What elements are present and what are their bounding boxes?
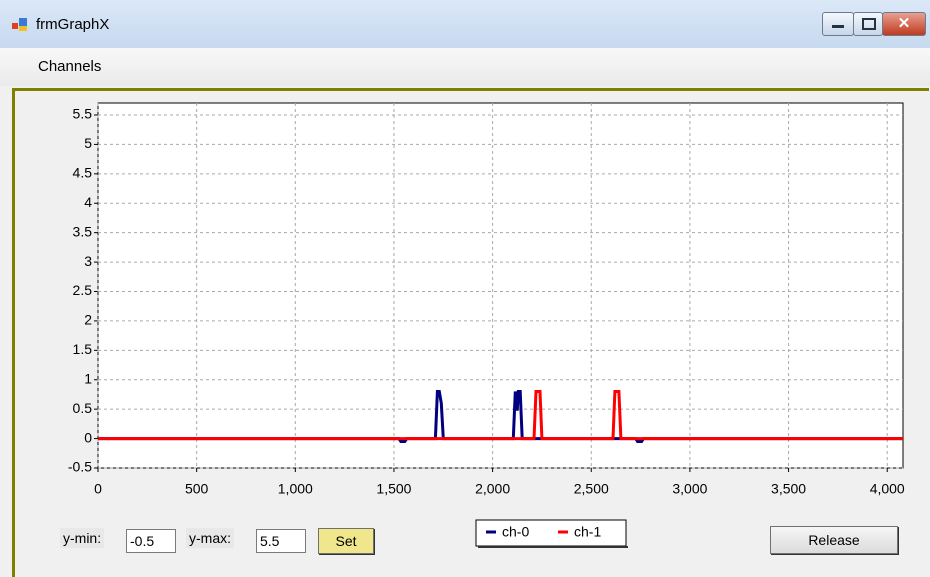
y-tick-label: 0 bbox=[84, 429, 92, 445]
ymin-input[interactable]: -0.5 bbox=[126, 529, 176, 553]
set-button[interactable]: Set bbox=[318, 528, 374, 554]
y-tick-label: 1 bbox=[84, 370, 92, 386]
y-tick-label: 4.5 bbox=[73, 165, 93, 181]
ymax-input[interactable]: 5.5 bbox=[256, 529, 306, 553]
maximize-icon bbox=[862, 18, 876, 30]
y-tick-label: 2.5 bbox=[73, 282, 93, 298]
x-tick-label: 2,500 bbox=[574, 481, 609, 497]
minimize-icon bbox=[832, 25, 844, 28]
x-tick-label: 2,000 bbox=[475, 481, 510, 497]
minimize-button[interactable] bbox=[822, 12, 854, 36]
app-icon bbox=[12, 18, 27, 31]
x-tick-label: 1,000 bbox=[278, 481, 313, 497]
x-tick-label: 1,500 bbox=[376, 481, 411, 497]
x-tick-label: 3,500 bbox=[771, 481, 806, 497]
y-tick-label: 3.5 bbox=[73, 223, 93, 239]
window-title: frmGraphX bbox=[36, 16, 110, 33]
ymax-label: y-max: bbox=[186, 528, 234, 548]
x-tick-label: 4,000 bbox=[870, 481, 905, 497]
y-tick-label: 0.5 bbox=[73, 400, 93, 416]
y-tick-label: 4 bbox=[84, 194, 92, 210]
y-tick-label: -0.5 bbox=[68, 459, 92, 475]
y-tick-label: 1.5 bbox=[73, 341, 93, 357]
legend-label: ch-1 bbox=[574, 524, 601, 540]
close-icon: ✕ bbox=[897, 15, 911, 32]
ymin-label: y-min: bbox=[60, 528, 105, 548]
y-tick-label: 3 bbox=[84, 253, 92, 269]
menu-bar bbox=[0, 48, 930, 86]
menu-item[interactable]: Channels bbox=[38, 58, 102, 75]
title-bar: frmGraphX ✕ bbox=[0, 0, 930, 49]
series-line bbox=[98, 390, 903, 441]
legend-box bbox=[475, 519, 627, 547]
x-tick-label: 500 bbox=[185, 481, 209, 497]
legend-label: ch-0 bbox=[502, 524, 529, 540]
release-button[interactable]: Release bbox=[770, 526, 898, 554]
y-tick-label: 2 bbox=[84, 312, 92, 328]
y-tick-label: 5 bbox=[84, 135, 92, 151]
maximize-button[interactable] bbox=[853, 12, 883, 36]
x-tick-label: 0 bbox=[94, 481, 102, 497]
x-tick-label: 3,000 bbox=[672, 481, 707, 497]
plot-area bbox=[97, 102, 904, 469]
close-button[interactable]: ✕ bbox=[882, 12, 926, 36]
y-tick-label: 5.5 bbox=[73, 106, 93, 122]
